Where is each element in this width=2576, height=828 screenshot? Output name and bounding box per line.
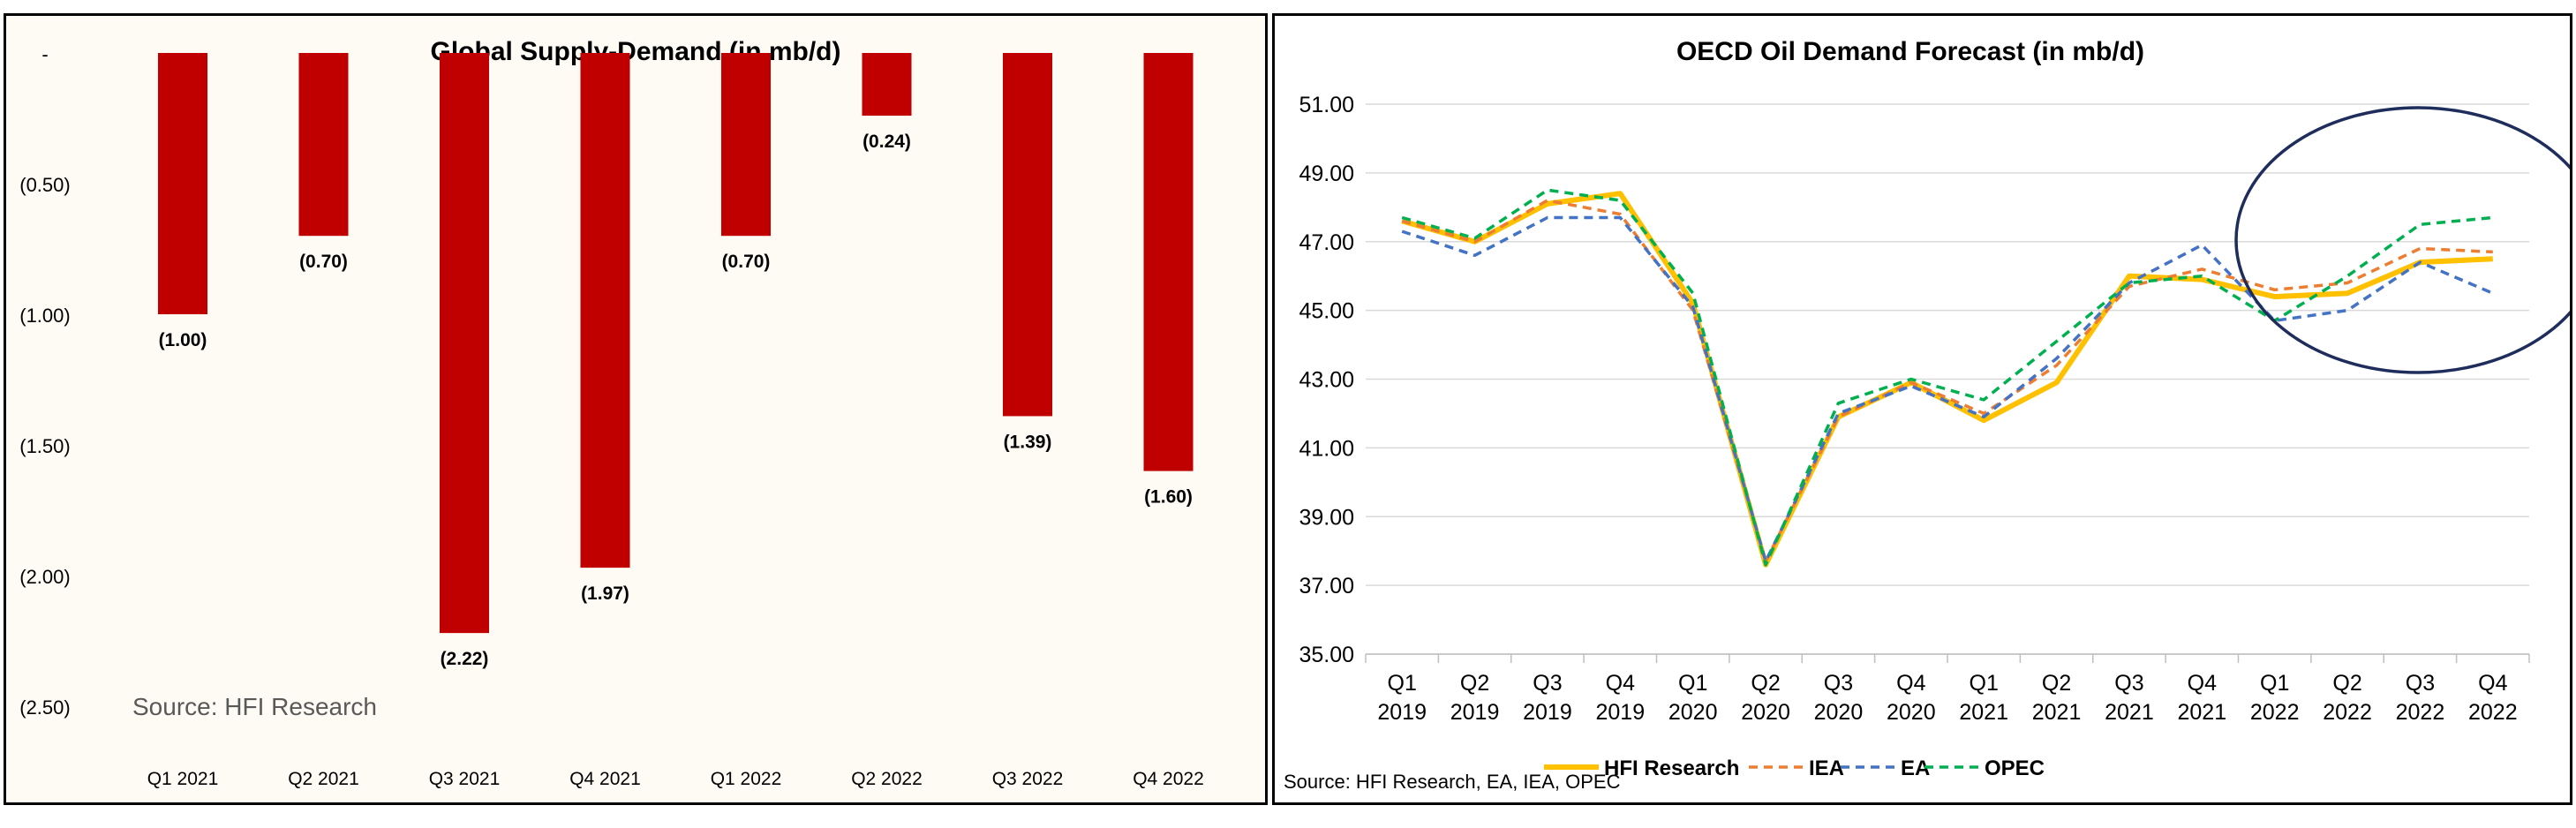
x-axis-tick-label: Q2 2022	[851, 769, 923, 789]
x-axis-tick-label: Q2	[2332, 671, 2361, 696]
gridlines	[1366, 103, 2529, 655]
bar-data-label: (1.60)	[1144, 487, 1193, 508]
y-axis-tick-label: 39.00	[1299, 505, 1354, 530]
x-axis-tick-label: Q4	[2478, 671, 2507, 696]
bar-q1-2021	[158, 53, 207, 314]
x-axis-tick-label: Q1 2022	[711, 769, 782, 789]
y-axis-tick-label: 51.00	[1299, 93, 1354, 117]
bar-data-label: (2.22)	[441, 649, 489, 669]
oecd-demand-line-chart: OECD Oil Demand Forecast (in mb/d) Sourc…	[1284, 37, 2570, 793]
x-axis-tick-label: Q1	[2260, 671, 2289, 696]
x-axis-tick-label: 2020	[1668, 700, 1718, 725]
bar-data-label: (0.70)	[299, 252, 348, 272]
chart-legend: HFI Research IEA EA OPEC	[1544, 756, 2045, 780]
series-line-opec	[1401, 188, 2493, 567]
bar-q2-2022	[862, 53, 912, 117]
x-axis-tick-label: Q3 2021	[429, 769, 501, 789]
bar-data-label: (0.70)	[722, 252, 771, 272]
y-axis-tick-label: (2.50)	[19, 696, 70, 719]
series-line-ea	[1401, 215, 2494, 563]
x-axis-tick-label: Q1 2021	[147, 769, 219, 789]
y-axis-tick-label: 35.00	[1299, 643, 1354, 667]
chart-source-label: Source: HFI Research	[132, 693, 377, 720]
bar-data-label: (1.39)	[1004, 432, 1052, 452]
bar-data-label: (0.24)	[862, 132, 911, 152]
x-axis-tick-label: 2020	[1814, 700, 1864, 725]
legend-label: IEA	[1809, 756, 1844, 780]
x-axis-tick-label: 2021	[2105, 700, 2154, 725]
x-axis-tick-label: 2021	[2032, 700, 2082, 725]
x-axis-tick-label: Q1	[1388, 671, 1417, 696]
y-axis-tick-label: (0.50)	[19, 174, 70, 196]
x-axis-tick-label: 2019	[1377, 700, 1427, 725]
supply-demand-bar-chart: Global Supply-Demand (in mb/d) Source: H…	[19, 37, 1204, 789]
x-axis-tick-label: Q3	[1824, 671, 1853, 696]
x-axis-tick-label: Q3	[2114, 671, 2143, 696]
x-axis-tick-label: 2021	[2178, 700, 2227, 725]
supply-demand-chart-panel: Global Supply-Demand (in mb/d) Source: H…	[4, 13, 1268, 805]
x-axis-tick-label: Q3 2022	[992, 769, 1064, 789]
x-axis-tick-label: Q4	[1896, 671, 1925, 696]
x-axis-tick-label: 2022	[2468, 700, 2518, 725]
x-axis-tick-label: Q2	[1751, 671, 1780, 696]
x-axis-tick-label: Q2 2021	[288, 769, 359, 789]
y-axis-tick-label: -	[41, 43, 48, 65]
series-line-iea	[1401, 199, 2493, 563]
x-axis-tick-label: 2022	[2250, 700, 2300, 725]
y-axis-tick-label: 37.00	[1299, 574, 1354, 598]
y-axis-tick-label: 41.00	[1299, 436, 1354, 461]
bar-q4-2021	[580, 53, 630, 568]
y-axis-tick-label: (1.00)	[19, 305, 70, 327]
x-axis-tick-label: 2021	[1959, 700, 2008, 725]
oecd-demand-chart-panel: OECD Oil Demand Forecast (in mb/d) Sourc…	[1272, 13, 2572, 805]
bar-data-label: (1.97)	[581, 583, 629, 604]
chart-title: Global Supply-Demand (in mb/d)	[431, 37, 841, 66]
chart-title: OECD Oil Demand Forecast (in mb/d)	[1676, 37, 2144, 66]
x-axis-tick-label: Q2	[2042, 671, 2071, 696]
x-axis-tick-label: 2019	[1596, 700, 1646, 725]
y-axis-tick-label: 45.00	[1299, 299, 1354, 324]
x-axis-tick-label: 2022	[2323, 700, 2372, 725]
x-axis-tick-label: 2019	[1523, 700, 1572, 725]
highlight-circle-annotation	[2234, 106, 2570, 374]
x-axis-tick-label: Q3	[2406, 671, 2435, 696]
x-axis-tick-label: Q3	[1533, 671, 1562, 696]
bar-q3-2022	[1003, 53, 1052, 417]
x-axis-tick-label: Q1	[1678, 671, 1707, 696]
bar-q4-2022	[1143, 53, 1194, 471]
bar-q1-2022	[721, 53, 771, 237]
y-axis-tick-label: (1.50)	[19, 435, 70, 457]
legend-label: HFI Research	[1604, 756, 1739, 780]
x-axis-tick-label: Q4 2021	[569, 769, 641, 789]
x-axis-tick-label: Q4 2022	[1133, 769, 1204, 789]
bar-q3-2021	[440, 53, 489, 634]
bar-q2-2021	[298, 53, 349, 237]
x-axis-tick-label: 2020	[1887, 700, 1936, 725]
bar-data-label: (1.00)	[159, 330, 207, 350]
chart-source-label: Source: HFI Research, EA, IEA, OPEC	[1284, 771, 1621, 793]
y-axis-tick-label: (2.00)	[19, 566, 70, 588]
y-axis-tick-label: 49.00	[1299, 162, 1354, 186]
x-axis-tick-label: Q1	[1970, 671, 1999, 696]
x-axis-tick-label: Q4	[1606, 671, 1635, 696]
x-axis-tick-label: 2019	[1450, 700, 1500, 725]
y-axis-tick-label: 47.00	[1299, 230, 1354, 255]
x-axis-tick-label: 2022	[2396, 700, 2445, 725]
x-axis-tick-label: 2020	[1741, 700, 1790, 725]
y-axis-tick-label: 43.00	[1299, 368, 1354, 393]
x-axis-tick-label: Q2	[1460, 671, 1489, 696]
x-axis-tick-label: Q4	[2188, 671, 2217, 696]
legend-label: OPEC	[1985, 756, 2045, 780]
